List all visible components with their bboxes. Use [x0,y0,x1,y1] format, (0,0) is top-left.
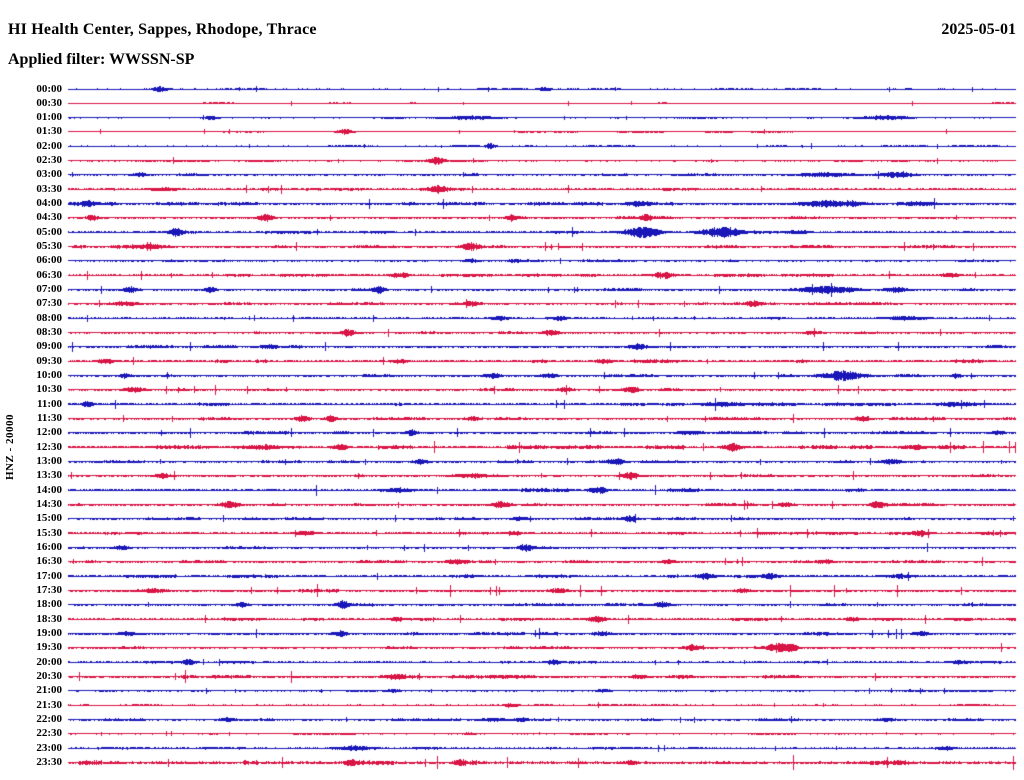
helicorder-page: HI Health Center, Sappes, Rhodope, Thrac… [0,0,1024,780]
helicorder-traces-canvas [0,0,1024,780]
